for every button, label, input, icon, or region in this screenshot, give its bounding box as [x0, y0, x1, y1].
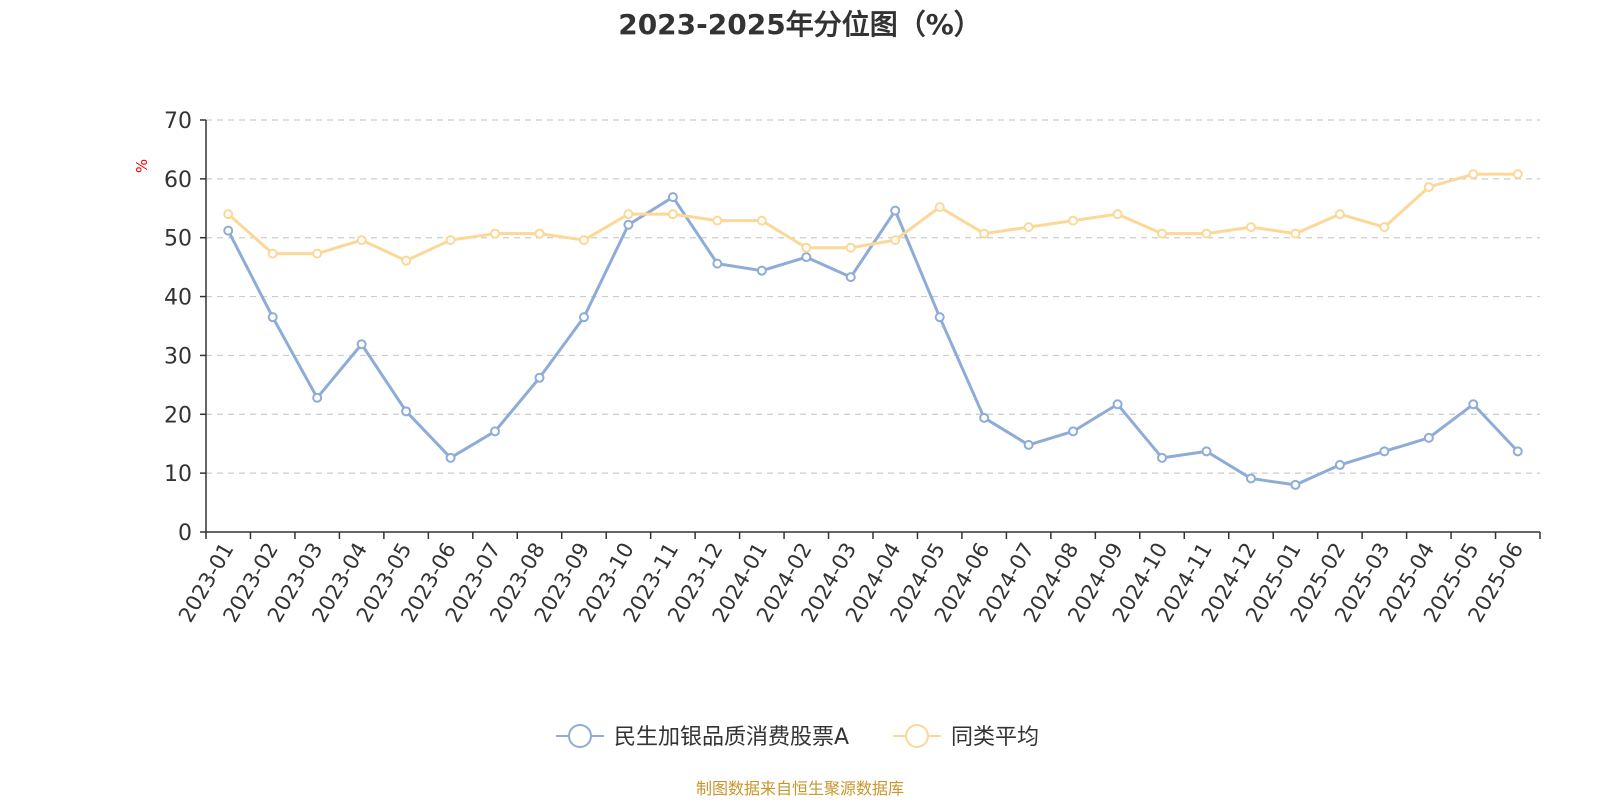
data-point-series-2	[356, 235, 367, 246]
data-point-series-1	[845, 272, 856, 283]
data-point-series-1	[1112, 399, 1123, 410]
data-point-series-2	[1112, 209, 1123, 220]
data-point-series-2	[1201, 228, 1212, 239]
data-point-series-2	[667, 209, 678, 220]
legend: 民生加银品质消费股票A 同类平均	[556, 724, 1039, 750]
data-point-series-2	[801, 242, 812, 253]
data-source-note: 制图数据来自恒生聚源数据库	[696, 779, 904, 798]
data-point-series-1	[1290, 479, 1301, 490]
y-tick-label: 30	[164, 344, 192, 369]
data-point-series-1	[1423, 432, 1434, 443]
series-line-1	[226, 195, 1519, 487]
data-point-series-2	[1068, 215, 1079, 226]
data-point-series-1	[356, 339, 367, 350]
data-point-series-2	[490, 228, 501, 239]
data-point-series-1	[401, 406, 412, 417]
data-point-series-1	[1023, 439, 1034, 450]
data-point-series-2	[1157, 228, 1168, 239]
y-tick-label: 20	[164, 403, 192, 428]
legend-swatch-marker	[568, 724, 592, 748]
data-point-series-2	[756, 215, 767, 226]
data-point-series-2	[1512, 169, 1523, 180]
data-point-series-2	[312, 248, 323, 259]
data-point-series-1	[667, 192, 678, 203]
data-point-series-2	[1423, 182, 1434, 193]
y-tick-label: 50	[164, 227, 192, 252]
data-point-series-1	[712, 258, 723, 269]
data-point-series-1	[312, 392, 323, 403]
data-point-series-2	[845, 242, 856, 253]
data-point-series-2	[979, 228, 990, 239]
data-point-series-2	[934, 202, 945, 213]
data-point-series-2	[1290, 228, 1301, 239]
data-point-series-2	[890, 235, 901, 246]
data-point-series-1	[445, 452, 456, 463]
grid-lines	[206, 119, 1540, 474]
data-point-series-2	[445, 235, 456, 246]
axes: 0102030405060702023-012023-022023-032023…	[164, 109, 1541, 626]
data-point-series-1	[1201, 446, 1212, 457]
y-tick-label: 70	[164, 109, 192, 134]
data-point-series-2	[223, 209, 234, 220]
data-point-series-1	[1245, 473, 1256, 484]
legend-swatch-marker	[905, 724, 929, 748]
data-point-series-1	[1157, 452, 1168, 463]
series-line-2	[227, 172, 1518, 263]
data-point-series-1	[1068, 426, 1079, 437]
data-point-series-1	[756, 265, 767, 276]
data-point-series-1	[979, 412, 990, 423]
data-point-series-1	[223, 225, 234, 236]
data-point-series-2	[267, 248, 278, 259]
data-point-series-1	[1512, 446, 1523, 457]
data-point-series-1	[934, 312, 945, 323]
data-point-series-1	[890, 205, 901, 216]
data-point-series-1	[623, 219, 634, 230]
data-point-series-2	[623, 209, 634, 220]
y-tick-label: 60	[164, 168, 192, 193]
data-point-series-2	[1023, 222, 1034, 233]
data-point-series-2	[1468, 169, 1479, 180]
data-point-series-1	[578, 312, 589, 323]
data-point-series-2	[1379, 222, 1390, 233]
data-point-series-2	[534, 228, 545, 239]
data-point-series-2	[578, 235, 589, 246]
data-point-series-2	[712, 215, 723, 226]
y-tick-label: 10	[164, 462, 192, 487]
data-point-series-1	[267, 312, 278, 323]
y-tick-label: 40	[164, 286, 192, 311]
data-point-series-1	[801, 252, 812, 263]
data-point-series-1	[534, 372, 545, 383]
chart-title: 2023-2025年分位图（%）	[618, 8, 982, 41]
data-point-series-2	[1334, 209, 1345, 220]
legend-label: 同类平均	[951, 725, 1039, 750]
data-point-series-1	[1334, 459, 1345, 470]
data-point-series-1	[1379, 446, 1390, 457]
legend-label: 民生加银品质消费股票A	[614, 725, 849, 750]
y-axis-unit-label: %	[133, 159, 151, 173]
data-point-series-1	[490, 426, 501, 437]
series-lines	[223, 169, 1523, 490]
data-point-series-1	[1468, 399, 1479, 410]
data-point-series-2	[1245, 222, 1256, 233]
data-point-series-2	[401, 255, 412, 266]
y-tick-label: 0	[178, 521, 192, 546]
